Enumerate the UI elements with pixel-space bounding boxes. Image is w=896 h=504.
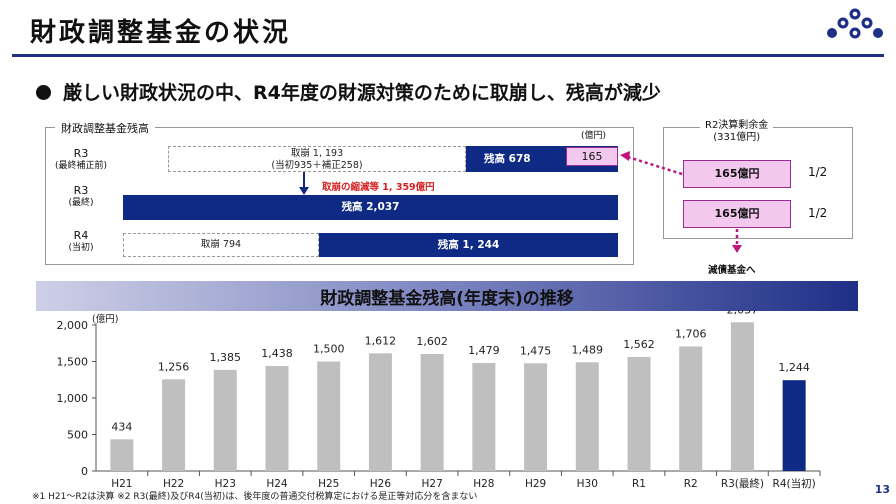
title-underline [12, 54, 884, 57]
balance-label: 残高 2,037 [341, 201, 400, 213]
bar-value-label: 1,706 [675, 327, 707, 340]
x-tick-label: H25 [318, 478, 339, 490]
row-label-year: R4 [73, 229, 89, 242]
bar-value-label: 1,256 [158, 360, 190, 373]
balance-unit: (億円) [581, 131, 607, 141]
bar-value-label: 1,479 [468, 344, 500, 357]
bar-value-label: 434 [111, 420, 132, 433]
page-title: 財政調整基金の状況 [30, 18, 292, 48]
bar-value-label: 1,475 [520, 344, 552, 357]
balance-bar-r4: 残高 1, 244 [319, 233, 618, 257]
bar [213, 369, 237, 471]
x-tick-label: H23 [215, 478, 236, 490]
withdraw-label: 取崩 794 [200, 239, 242, 250]
repayment-fund-label: 減債基金へ [708, 265, 756, 276]
withdraw-label: 取崩 1, 193 [290, 148, 344, 159]
x-tick-label: H28 [473, 478, 494, 490]
bar [730, 322, 754, 471]
withdraw-bar-r4: 取崩 794 [123, 233, 319, 257]
surplus-item-2: 165億円 [683, 200, 791, 228]
headline-text: 厳しい財政状況の中、R4年度の財源対策のために取崩し、残高が減少 [63, 82, 661, 104]
bar [420, 354, 444, 471]
bar-value-label: 1,244 [778, 361, 810, 374]
balance-panel-title: 財政調整基金残高 [55, 120, 155, 136]
surplus-fraction-2: 1/2 [808, 206, 828, 220]
osaka-emblem-icon [827, 8, 883, 39]
y-tick-label: 1,500 [57, 356, 89, 369]
bar-value-label: 1,500 [313, 343, 345, 356]
bar [472, 363, 496, 471]
bar [110, 439, 134, 471]
bar-value-label: 1,602 [416, 335, 448, 348]
surplus-chunk-box: 165 [566, 147, 618, 166]
balance-panel [45, 127, 634, 265]
chart-banner [36, 281, 858, 311]
row-label-r4: R4 (当初) [52, 230, 110, 254]
bar [265, 366, 289, 471]
bar-value-label: 1,612 [365, 334, 397, 347]
balance-label: 残高 678 [484, 153, 531, 165]
page-number: 13 [874, 483, 890, 496]
footnote: ※1 H21～R2は決算 ※2 R3(最終)及びR4(当初)は、後年度の普通交付… [32, 492, 478, 502]
x-tick-label: R2 [684, 478, 698, 490]
bar [679, 346, 703, 471]
y-tick-label: 1,000 [57, 392, 89, 405]
bar-value-label: 1,438 [261, 347, 293, 360]
x-tick-label: H26 [370, 478, 392, 490]
y-tick-label: 500 [67, 429, 88, 442]
bullet-icon [36, 85, 51, 100]
balance-bar-r3-final: 残高 2,037 [123, 195, 618, 220]
x-tick-label: H29 [525, 478, 546, 490]
arrow-down-icon [299, 172, 309, 195]
row-label-r3-final: R3 (最終) [52, 185, 110, 209]
reduction-note: 取崩の縮減等 1, 359億円 [322, 182, 435, 193]
y-tick-label: 2,000 [57, 319, 89, 332]
surplus-subtitle: (331億円) [713, 132, 761, 143]
x-tick-label: R1 [632, 478, 646, 490]
row-label-r3-pre: R3 (最終補正前) [52, 148, 110, 172]
x-tick-label: R3(最終) [721, 477, 764, 490]
row-label-sub: (最終) [68, 198, 94, 208]
x-tick-label: R4(当初) [773, 477, 816, 490]
surplus-fraction-1: 1/2 [808, 165, 828, 179]
y-tick-label: 0 [81, 465, 88, 478]
bar [627, 356, 651, 471]
withdraw-detail: (当初935＋補正258) [271, 160, 363, 171]
bar-value-label: 1,489 [572, 343, 604, 356]
bar [575, 362, 599, 471]
chart-title: 財政調整基金残高(年度末)の推移 [320, 289, 574, 309]
x-tick-label: H22 [163, 478, 184, 490]
bar-value-label: 1,385 [210, 351, 242, 364]
bar [782, 380, 806, 471]
bar-value-label: 2,037 [727, 310, 759, 316]
bar [162, 379, 186, 471]
row-label-year: R3 [73, 184, 89, 197]
bar-value-label: 1,562 [623, 338, 655, 351]
x-tick-label: H30 [577, 478, 598, 490]
headline: 厳しい財政状況の中、R4年度の財源対策のために取崩し、残高が減少 [36, 78, 661, 105]
bar [317, 361, 341, 471]
x-tick-label: H27 [422, 478, 443, 490]
arrow-down-icon [732, 245, 742, 253]
surplus-title: R2決算剰余金 [705, 120, 769, 131]
x-tick-label: H21 [111, 478, 132, 490]
bar [524, 363, 548, 471]
row-label-year: R3 [73, 147, 89, 160]
y-axis-unit: (億円) [92, 313, 118, 325]
row-label-sub: (最終補正前) [54, 161, 108, 171]
row-label-sub: (当初) [68, 243, 94, 253]
bar [368, 353, 392, 471]
withdraw-bar-r3-pre: 取崩 1, 193 (当初935＋補正258) [168, 146, 466, 172]
surplus-item-1: 165億円 [683, 160, 791, 188]
x-tick-label: H24 [266, 478, 288, 490]
surplus-panel-title: R2決算剰余金 (331億円) [700, 120, 774, 144]
balance-trend-chart: (億円) 0 500 1,000 1,500 2,000 434 H21 1,256 H22 1,3… [57, 310, 821, 490]
balance-label: 残高 1, 244 [437, 239, 500, 251]
